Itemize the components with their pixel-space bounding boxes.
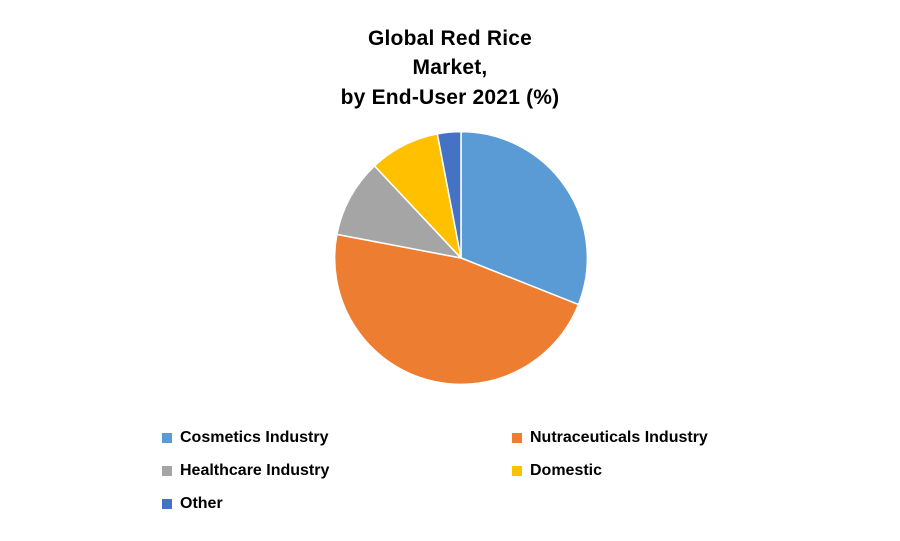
- legend-item-healthcare-industry: Healthcare Industry: [162, 461, 512, 481]
- legend-item-cosmetics-industry: Cosmetics Industry: [162, 428, 512, 448]
- legend-label-cosmetics-industry: Cosmetics Industry: [180, 429, 329, 446]
- legend-label-nutraceuticals-industry: Nutraceuticals Industry: [530, 429, 708, 446]
- legend-label-other: Other: [180, 495, 223, 512]
- chart-title: Global Red Rice Market, by End-User 2021…: [340, 27, 560, 109]
- legend-swatch-domestic: [512, 466, 522, 476]
- chart-legend: Cosmetics Industry Nutraceuticals Industr…: [162, 428, 862, 514]
- legend-swatch-cosmetics-industry: [162, 433, 172, 443]
- legend-item-other: Other: [162, 494, 512, 514]
- pie-slice-healthcare-industry: [336, 165, 462, 259]
- legend-swatch-nutraceuticals-industry: [512, 433, 522, 443]
- legend-label-healthcare-industry: Healthcare Industry: [180, 462, 330, 479]
- legend-item-nutraceuticals-industry: Nutraceuticals Industry: [512, 428, 862, 448]
- pie-chart-svg: [333, 130, 589, 386]
- pie-chart: [322, 119, 600, 397]
- pie-slice-nutraceuticals-industry: [333, 233, 580, 386]
- legend-swatch-healthcare-industry: [162, 466, 172, 476]
- legend-item-domestic: Domestic: [512, 461, 862, 481]
- pie-slice-cosmetics-industry: [460, 130, 589, 306]
- legend-swatch-other: [162, 499, 172, 509]
- legend-label-domestic: Domestic: [530, 462, 603, 479]
- pie-slice-other: [436, 130, 462, 259]
